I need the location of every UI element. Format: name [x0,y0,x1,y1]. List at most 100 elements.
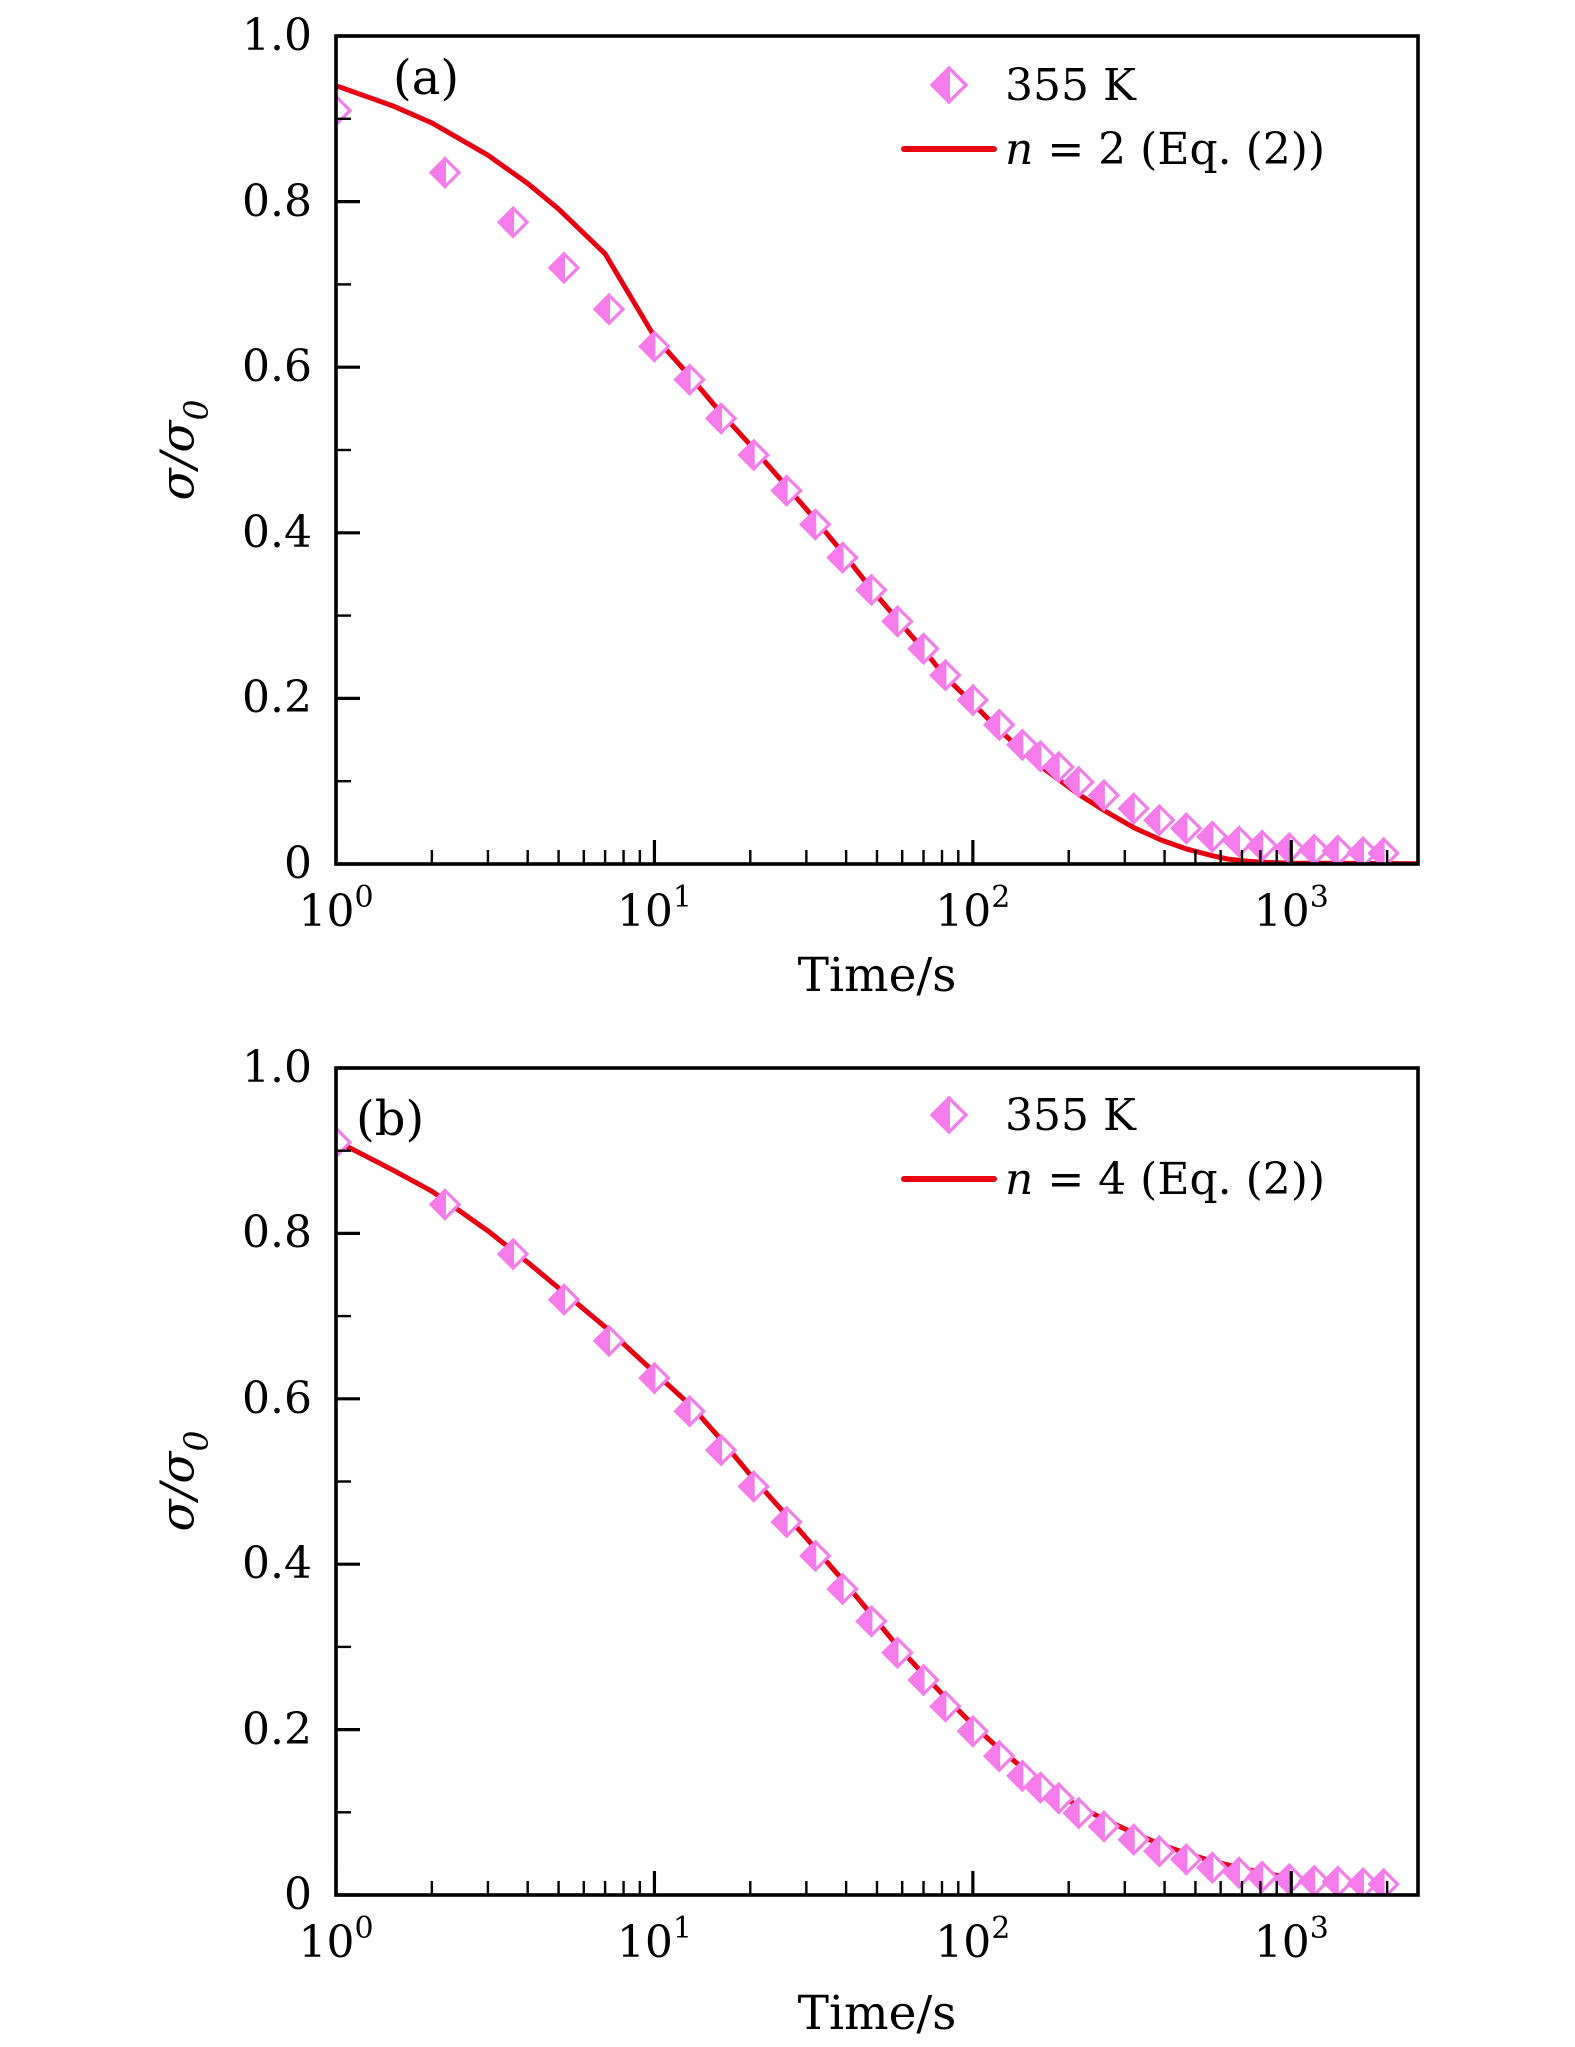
data-point-marker [1042,1781,1075,1815]
data-point-marker [673,1394,706,1428]
data-point-marker [799,1539,832,1573]
data-point-marker [1170,1842,1203,1876]
x-tick-label: 103 [1253,880,1329,937]
data-point-marker [1143,803,1176,837]
data-point-marker [770,1505,803,1539]
data-point-marker [881,604,914,638]
x-tick-label: 100 [298,1911,374,1968]
plot-area [334,34,1420,866]
legend-item-data: 355 K [893,1084,1325,1146]
x-tick-label: 103 [1253,1911,1329,1968]
x-axis-label: Time/s [797,948,957,1003]
data-point-marker [956,1714,990,1748]
legend: 355 K n = 4 (Eq. (2)) [893,1084,1325,1210]
data-point-marker [1087,1809,1121,1843]
data-point-marker [1196,820,1229,854]
fit-line [336,1138,1387,1889]
data-point-marker [855,1604,888,1638]
data-point-marker [496,205,530,239]
data-point-marker [1024,739,1057,773]
legend-item-data: 355 K [893,54,1325,116]
y-tick-label: 0.6 [242,341,312,393]
data-point-marker [826,1572,859,1606]
y-tick-label: 0.8 [242,175,312,227]
y-tick-label: 0 [284,838,312,889]
data-point-marker [737,1470,770,1503]
legend-item-fit: n = 4 (Eq. (2)) [893,1148,1325,1210]
data-point-marker [1245,1860,1279,1894]
half-filled-diamond-marker-icon [893,1095,1005,1135]
data-point-marker [1272,831,1306,864]
panel-b: (b) 355 K n = 4 (Eq. (2)) Time/s σ/σ0 10… [0,1010,1575,2047]
data-point-marker [1117,792,1150,825]
x-tick-label: 100 [298,880,374,937]
data-point-marker [1297,833,1331,864]
y-tick-label: 0.2 [242,672,312,724]
data-point-marker [1367,836,1400,864]
fit-line [336,83,1418,864]
data-point-marker [638,1361,671,1395]
x-tick-label: 101 [616,880,692,937]
data-point-marker [737,438,770,472]
data-point-marker [336,94,353,127]
data-point-marker [799,508,832,541]
plot-area [334,1066,1420,1897]
data-point-marker [826,541,859,575]
axes-frame [334,34,1420,866]
data-point-marker [1117,1823,1150,1857]
data-point-marker [704,402,738,435]
data-point-marker [1297,1864,1331,1895]
data-point-marker [1062,1796,1095,1830]
data-point-marker [1170,811,1203,845]
data-point-marker [929,1689,962,1723]
half-filled-diamond-marker-icon [893,65,1005,105]
data-point-marker [855,573,888,607]
data-point-marker [1346,1866,1380,1895]
data-point-marker [881,1636,914,1670]
data-point-marker [1222,825,1256,859]
data-point-marker [592,292,626,326]
legend-label-fit: n = 2 (Eq. (2)) [1005,123,1326,175]
data-point-marker [1143,1834,1176,1868]
fit-line-icon [893,1176,1005,1182]
y-tick-label: 0.8 [242,1207,312,1259]
data-point-marker [496,1237,530,1271]
data-point-marker [547,251,581,285]
x-axis-label: Time/s [797,1986,957,2041]
x-tick-label: 102 [935,880,1011,937]
data-point-marker [592,1324,626,1358]
y-tick-label: 1.0 [242,1042,312,1093]
data-point-marker [336,1125,353,1159]
y-tick-label: 0.6 [242,1372,312,1424]
data-point-marker [956,683,990,717]
data-point-marker [1196,1851,1229,1885]
data-point-marker [907,632,940,666]
data-point-marker [1042,750,1075,784]
data-point-marker [1321,1865,1355,1895]
data-point-marker [704,1433,738,1467]
y-tick-label: 0.4 [242,1538,312,1590]
data-point-marker [1222,1856,1256,1890]
data-point-marker [428,1188,462,1221]
data-point-marker [1245,829,1279,863]
data-point-marker [1321,834,1355,864]
legend-label-fit: n = 4 (Eq. (2)) [1005,1153,1326,1205]
panel-label: (a) [393,50,460,106]
data-point-marker [1272,1862,1306,1895]
data-point-marker [673,363,706,397]
data-point-marker [1346,835,1380,864]
legend: 355 K n = 2 (Eq. (2)) [893,54,1325,180]
data-point-marker [638,330,671,363]
y-axis-label: σ/σ0 [150,399,216,501]
axes-frame [334,1066,1420,1897]
y-axis-label: σ/σ0 [150,1430,216,1532]
y-tick-label: 0.4 [242,506,312,558]
x-tick-label: 101 [616,1911,692,1968]
panel-a: (a) 355 K n = 2 (Eq. (2)) Time/s σ/σ0 10… [0,0,1575,1010]
data-point-marker [907,1663,940,1697]
y-tick-label: 1.0 [242,10,312,61]
legend-label-temperature: 355 K [1005,1089,1136,1141]
data-point-marker [929,658,962,692]
data-point-marker [1087,778,1121,812]
